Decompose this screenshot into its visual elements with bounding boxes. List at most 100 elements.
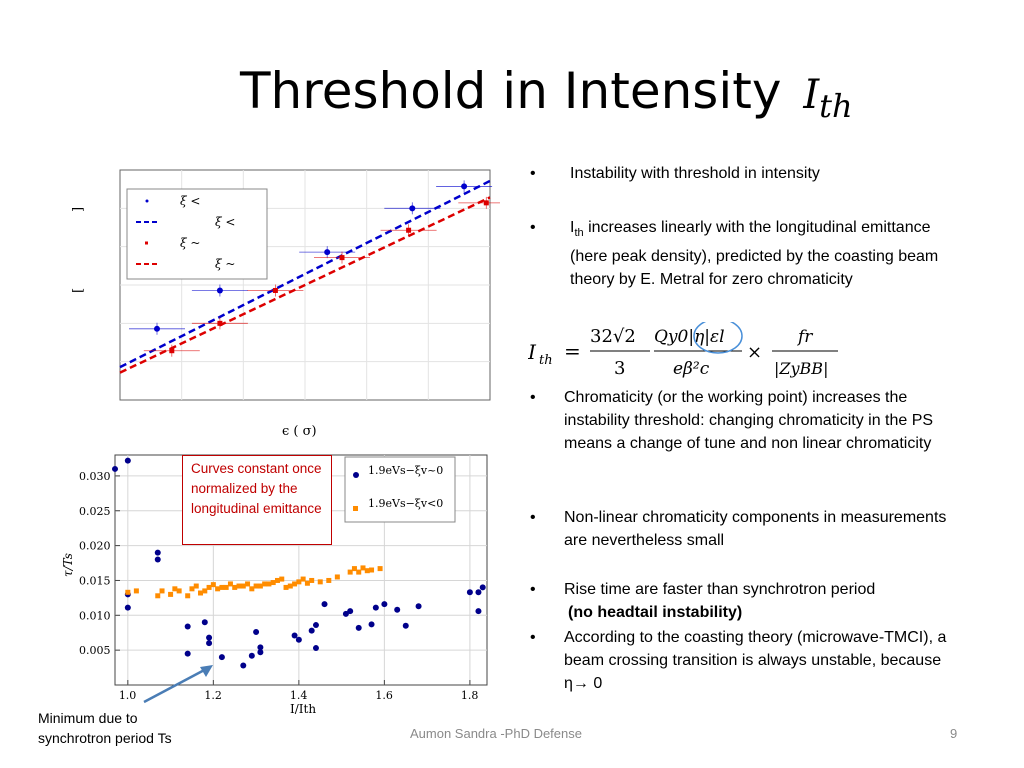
- chart1-point: [339, 255, 345, 261]
- bullet-text: Non-linear chromaticity components in me…: [564, 509, 947, 549]
- chart2-point: [240, 662, 247, 669]
- formula-den2: eβ²c: [673, 359, 710, 379]
- chart2-xtick-label: 1.6: [375, 689, 393, 702]
- bullet-dot: •: [530, 389, 536, 406]
- chart1-legend-items: ξ < ξ < ξ ~ ξ ~: [136, 194, 235, 271]
- chart2-point: [475, 589, 482, 596]
- chart2-ytick-label: 0.015: [79, 574, 111, 587]
- chart2-legend-2: 1.9eVs−ξv<0: [368, 497, 443, 510]
- chart2-point: [312, 622, 319, 629]
- bullet-dot: •: [530, 581, 536, 598]
- page-number: 9: [950, 726, 958, 741]
- chart2-point: [124, 604, 131, 611]
- ith-main: I: [570, 219, 575, 236]
- chart2-point: [355, 624, 362, 631]
- chart1-ylabel-top: ]: [71, 207, 86, 212]
- chart2-point: [253, 629, 260, 636]
- chart2-point: [189, 586, 195, 592]
- threshold-formula: I th = 32√2 3 Qy0|η|εl eβ²c × fr |ZyBB|: [528, 322, 838, 379]
- chart2-ytick-label: 0.010: [79, 609, 111, 622]
- formula-den1: 3: [614, 358, 625, 379]
- chart2-point: [112, 465, 118, 472]
- chart2-point: [154, 549, 161, 556]
- chart2-point: [257, 644, 264, 651]
- bullet-text: Instability with threshold in intensity: [570, 165, 820, 182]
- chart2-point: [292, 581, 298, 587]
- chart2-point: [326, 577, 332, 583]
- arrow-zero-text: → 0: [572, 675, 603, 692]
- chart2-ylabel: τ/Ts: [61, 553, 75, 577]
- minimum-note: Minimum due to synchrotron period Ts: [38, 710, 172, 746]
- bullet-text: Rise time are faster than synchrotron pe…: [564, 578, 964, 624]
- chart1-ylabel-bottom: [: [71, 288, 86, 293]
- chart2-point: [210, 582, 216, 588]
- chart1-point: [406, 227, 412, 233]
- chart2-legend: [344, 456, 456, 523]
- chart2-xtick-label: 1.0: [119, 689, 136, 702]
- chart2-point: [304, 580, 310, 586]
- chart2-xtick-label: 1.4: [290, 689, 308, 702]
- chart2-point: [266, 581, 272, 587]
- chart2-point: [223, 584, 229, 590]
- chart2-point: [206, 634, 213, 641]
- slide-title: Threshold in Intensity Ith: [240, 62, 853, 125]
- chart1-point: [324, 249, 331, 256]
- chart2-point: [356, 569, 362, 575]
- chart2-point: [184, 623, 191, 630]
- bullet-text: Ith increases linearly with the longitud…: [570, 216, 960, 291]
- title-math-sub: th: [819, 87, 853, 125]
- chart2-point: [240, 583, 246, 589]
- no-headtail-text: (no headtail instability): [568, 604, 743, 621]
- chart2-xtick-label: 1.2: [204, 689, 222, 702]
- chart1-legend: [126, 188, 268, 280]
- chart2-point: [479, 584, 486, 591]
- chart2-point: [377, 566, 383, 572]
- chart2-point: [168, 591, 174, 597]
- chart2-point: [236, 583, 242, 589]
- coasting-text: According to the coasting theory (microw…: [564, 629, 947, 692]
- formula-den3: |ZyBB|: [774, 359, 828, 378]
- chart1-point: [217, 320, 223, 326]
- chart2-point: [201, 619, 208, 626]
- chart2-ticks: 1.0 1.2 1.4 1.6 1.8 0.005 0.010 0.015 0.020 0.025…: [79, 470, 478, 702]
- chart2-point: [342, 610, 349, 617]
- chart1-data: [119, 179, 500, 374]
- footer-author: Aumon Sandra -PhD Defense: [410, 726, 582, 741]
- chart2-point: [198, 590, 204, 596]
- chart2-point: [253, 583, 259, 589]
- chart2-point: [185, 593, 191, 599]
- slide-title-math: Ith: [803, 72, 852, 125]
- chart2-point: [206, 640, 213, 647]
- formula-times: ×: [747, 342, 762, 363]
- chart1-point: [409, 205, 416, 212]
- chart2-xtick-label: 1.8: [461, 689, 479, 702]
- chart2-point: [262, 581, 268, 587]
- chart2-point: [172, 586, 178, 592]
- legend-circle-marker: [353, 472, 359, 478]
- chart1-point: [216, 287, 223, 294]
- chart1-xlabel: ϵ ( σ): [282, 424, 317, 439]
- chart2-point: [245, 581, 251, 587]
- slide-title-text: Threshold in Intensity: [240, 62, 782, 120]
- normalization-callout: Curves constant once normalized by the l…: [182, 455, 332, 545]
- formula-lhs: I: [528, 340, 537, 364]
- chart2-point: [270, 580, 276, 586]
- chart1-fit-line: [119, 196, 491, 374]
- chart2-point: [347, 608, 354, 615]
- title-math-main: I: [803, 72, 820, 118]
- chart2-point: [257, 649, 264, 656]
- chart2-point: [227, 581, 233, 587]
- chart2-ytick-label: 0.030: [79, 470, 111, 483]
- ith-rest: increases linearly with the longitudinal…: [570, 219, 939, 289]
- chart2-point: [159, 588, 165, 594]
- chart2-point: [257, 583, 263, 589]
- minimum-arrow: [143, 665, 211, 704]
- chart2-point: [364, 568, 370, 574]
- chart2-point: [308, 627, 315, 634]
- chart2-point: [402, 622, 409, 629]
- chart2-point: [317, 579, 323, 585]
- chart2-point: [368, 621, 375, 628]
- chart2-data: [112, 457, 486, 669]
- chart2-point: [202, 588, 208, 594]
- chart2-point: [394, 606, 401, 613]
